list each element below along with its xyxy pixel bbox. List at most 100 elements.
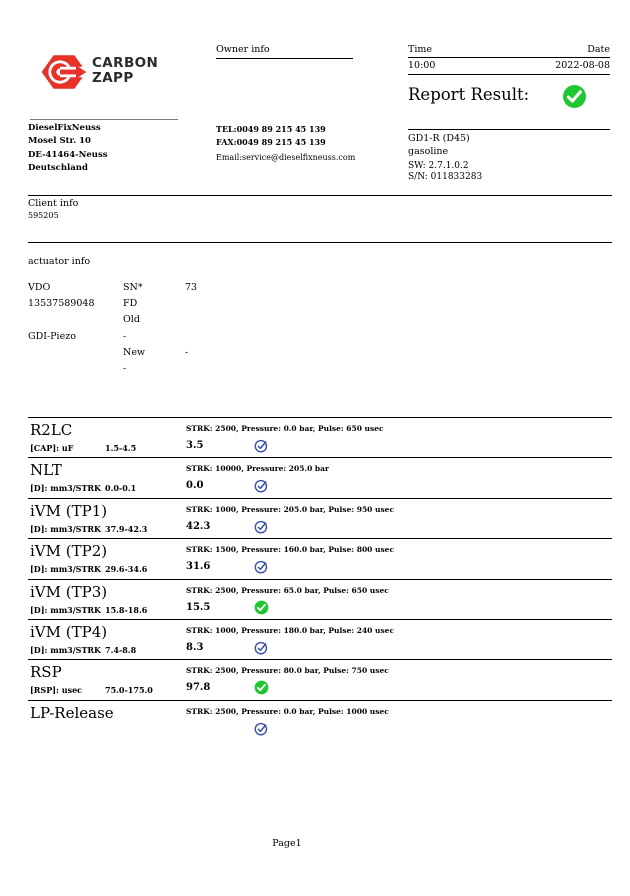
test-name: LP-Release: [30, 703, 114, 722]
pass-blue-icon: [254, 559, 269, 574]
test-value: 31.6: [186, 561, 211, 573]
test-params: STRK: 1000, Pressure: 180.0 bar, Pulse: …: [186, 625, 395, 635]
actuator-row: 13537589048 FD: [28, 298, 328, 314]
client-id: 595205: [28, 211, 59, 220]
actuator-cell: GDI-Piezo: [28, 330, 76, 342]
test-range: 0.0-0.1: [105, 483, 137, 494]
test-unit: [CAP]: uF: [30, 443, 74, 453]
test-range: 75.0-175.0: [105, 685, 153, 696]
test-params: STRK: 2500, Pressure: 80.0 bar, Pulse: 7…: [186, 666, 389, 676]
test-range: 7.4-8.8: [105, 644, 137, 655]
page-number: Page1: [272, 838, 302, 849]
time-label: Time: [408, 44, 433, 55]
pass-blue-icon: [254, 721, 269, 736]
test-row: RSP STRK: 2500, Pressure: 80.0 bar, Puls…: [28, 659, 612, 699]
actuator-row: -: [28, 363, 328, 379]
test-name: NLT: [30, 461, 62, 480]
logo-line2: ZAPP: [92, 69, 134, 86]
machine-model: GD1-R (D45): [408, 133, 470, 144]
test-name: R2LC: [30, 421, 73, 439]
test-name: iVM (TP4): [30, 622, 108, 641]
test-row: R2LC STRK: 2500, Pressure: 0.0 bar, Puls…: [28, 417, 612, 457]
test-params: STRK: 1500, Pressure: 160.0 bar, Pulse: …: [186, 545, 395, 555]
test-value: 42.3: [186, 520, 211, 532]
test-unit: [D]: mm3/STRK: [30, 644, 101, 655]
test-table: R2LC STRK: 2500, Pressure: 0.0 bar, Puls…: [28, 417, 612, 740]
test-params: STRK: 2500, Pressure: 0.0 bar, Pulse: 10…: [186, 706, 389, 716]
test-row: LP-Release STRK: 2500, Pressure: 0.0 bar…: [28, 699, 612, 740]
actuator-row: New -: [28, 347, 328, 363]
actuator-cell: FD: [123, 298, 138, 310]
test-row: iVM (TP1) STRK: 1000, Pressure: 205.0 ba…: [28, 497, 612, 538]
section-divider: [28, 242, 612, 243]
company-name: DieselFixNeuss: [28, 123, 101, 133]
report-result-label: Report Result:: [408, 85, 530, 104]
logo-text: CARBON ZAPP: [92, 56, 158, 85]
report-result-pass-icon: [562, 84, 587, 112]
company-address-2: DE-41464-Neuss: [28, 149, 108, 160]
company-address-1: Mosel Str. 10: [28, 136, 91, 147]
test-row: NLT STRK: 10000, Pressure: 205.0 bar [D]…: [28, 457, 612, 497]
test-range: 1.5-4.5: [105, 443, 137, 453]
pass-green-icon: [254, 600, 269, 615]
machine-sn: S/N: 011833283: [408, 171, 483, 182]
date-label: Date: [587, 44, 610, 55]
actuator-row: GDI-Piezo -: [28, 331, 328, 347]
test-params: STRK: 2500, Pressure: 65.0 bar, Pulse: 6…: [186, 585, 389, 595]
time-date-block: Time Date 10:00 2022-08-08: [408, 44, 610, 75]
test-unit: [D]: mm3/STRK: [30, 483, 101, 494]
test-name: iVM (TP2): [30, 542, 108, 561]
actuator-grid: VDO SN* 73 13537589048 FD Old GDI-Piezo …: [28, 282, 328, 379]
actuator-row: Old: [28, 314, 328, 330]
actuator-cell: SN*: [123, 282, 143, 293]
test-row: iVM (TP4) STRK: 1000, Pressure: 180.0 ba…: [28, 618, 612, 659]
test-range: 29.6-34.6: [105, 564, 148, 575]
test-value: 0.0: [186, 480, 204, 492]
actuator-info-label: actuator info: [28, 256, 91, 267]
owner-info-label: Owner info: [216, 44, 353, 59]
test-unit: [D]: mm3/STRK: [30, 564, 101, 575]
actuator-cell: -: [123, 362, 127, 374]
pass-blue-icon: [254, 438, 269, 453]
actuator-cell: 13537589048: [28, 298, 95, 310]
pass-blue-icon: [254, 519, 269, 534]
test-value: 3.5: [186, 440, 204, 451]
test-row: iVM (TP2) STRK: 1500, Pressure: 160.0 ba…: [28, 538, 612, 578]
machine-divider: [408, 129, 610, 130]
machine-block: GD1-R (D45) gasoline: [408, 133, 470, 158]
actuator-cell: VDO: [28, 282, 51, 293]
test-params: STRK: 2500, Pressure: 0.0 bar, Pulse: 65…: [186, 424, 384, 433]
pass-blue-icon: [254, 640, 269, 655]
logo-line1: CARBON: [92, 55, 159, 71]
fax-text: FAX:0049 89 215 45 139: [216, 137, 326, 147]
pass-blue-icon: [254, 478, 269, 493]
test-unit: [D]: mm3/STRK: [30, 604, 101, 615]
test-range: 37.9-42.3: [105, 523, 148, 534]
test-value: 8.3: [186, 641, 204, 653]
test-name: iVM (TP3): [30, 582, 108, 601]
actuator-cell: -: [123, 330, 127, 342]
carbonzapp-logo-icon: [40, 53, 88, 94]
test-value: 15.5: [186, 601, 211, 613]
company-divider: [30, 119, 178, 120]
tel-text: TEL:0049 89 215 45 139: [216, 124, 326, 134]
client-info-label: Client info: [28, 198, 79, 209]
section-divider: [28, 195, 612, 196]
company-country: Deutschland: [28, 163, 88, 174]
test-row: iVM (TP3) STRK: 2500, Pressure: 65.0 bar…: [28, 578, 612, 619]
test-name: iVM (TP1): [30, 501, 108, 520]
machine-fuel: gasoline: [408, 145, 449, 157]
email-text: Email:service@dieselfixneuss.com: [216, 153, 356, 162]
test-params: STRK: 1000, Pressure: 205.0 bar, Pulse: …: [186, 504, 395, 514]
test-value: 97.8: [186, 682, 211, 694]
test-params: STRK: 10000, Pressure: 205.0 bar: [186, 464, 329, 474]
time-value: 10:00: [408, 60, 436, 71]
actuator-cell: New: [123, 346, 146, 358]
test-name: RSP: [30, 663, 62, 682]
actuator-cell: Old: [123, 314, 140, 326]
actuator-cell: -: [185, 346, 189, 358]
date-value: 2022-08-08: [555, 60, 610, 71]
pass-green-icon: [254, 680, 269, 695]
machine-sw: SW: 2.7.1.0.2: [408, 161, 469, 171]
